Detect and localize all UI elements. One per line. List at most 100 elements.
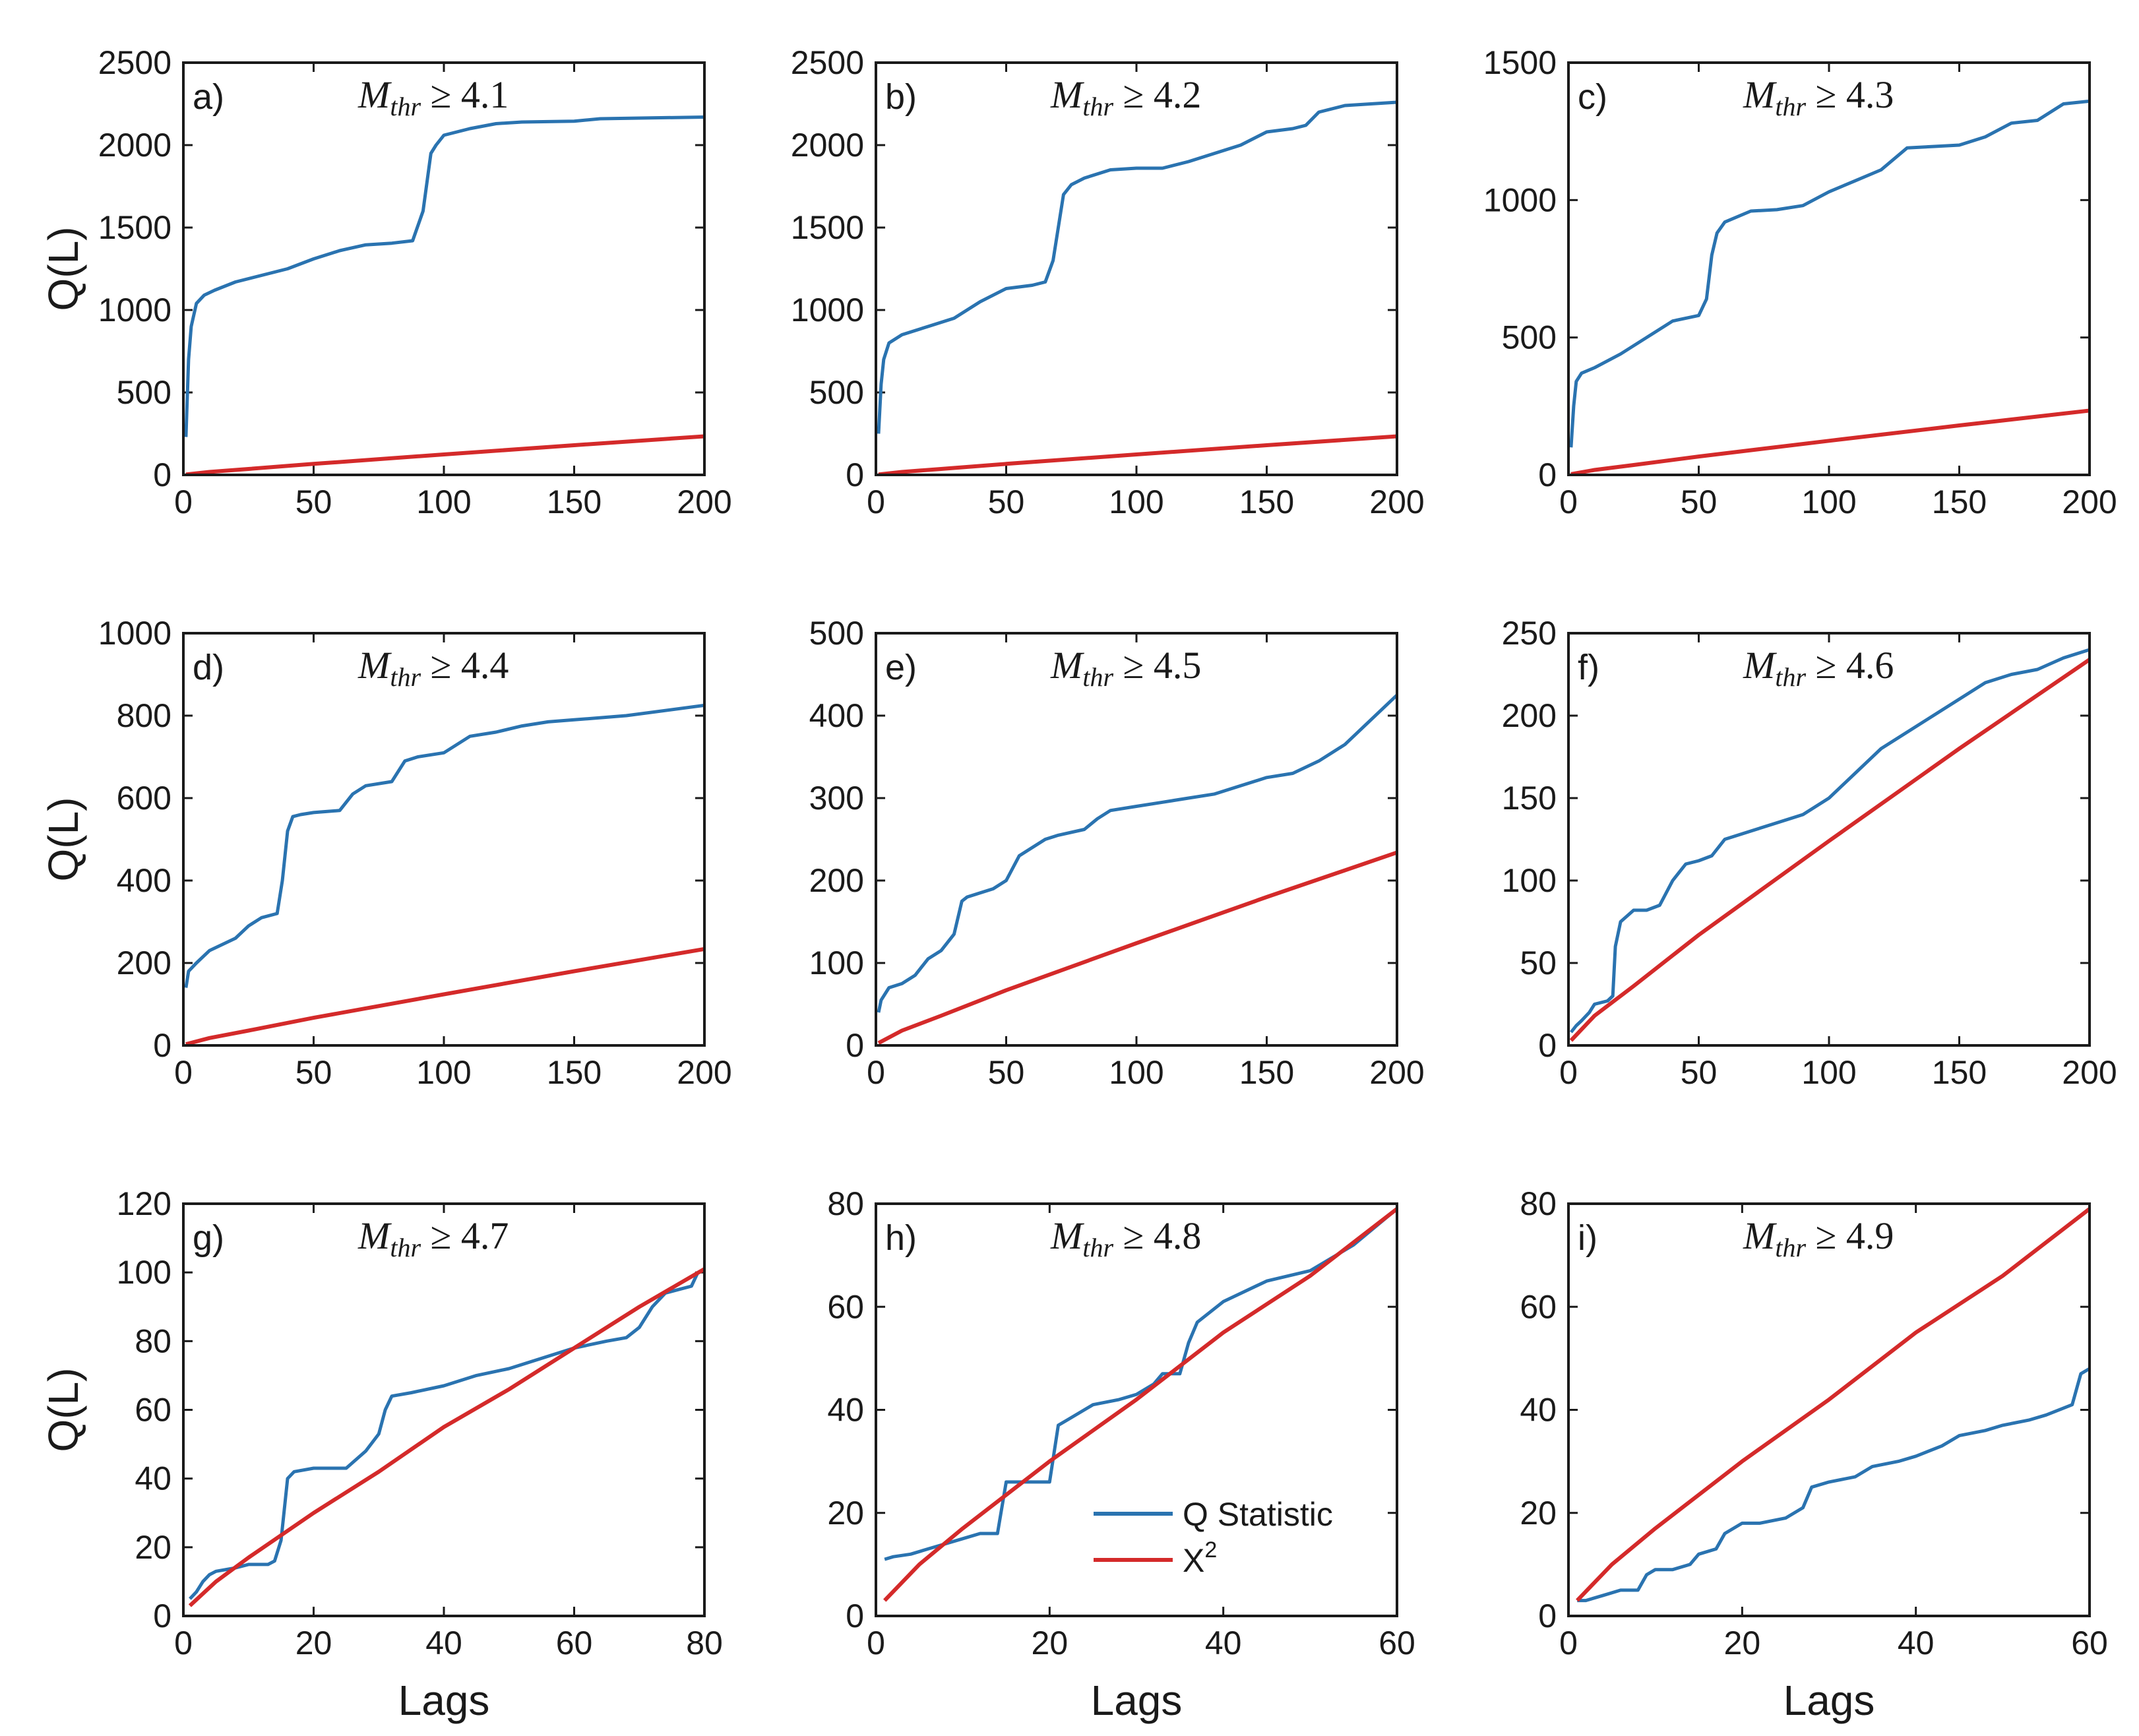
y-tick-label: 800 <box>117 697 171 734</box>
chi-square-line <box>877 850 1397 1045</box>
y-tick-label: 200 <box>809 862 864 899</box>
subplot-d: 0 50 100 150 200 0 200 400 600 800 1000 d) Mthr ≥ 4.… <box>40 615 732 1091</box>
x-tick-label: 40 <box>1205 1625 1242 1661</box>
x-tick-label: 50 <box>1681 483 1718 520</box>
y-tick-label: 200 <box>117 945 171 981</box>
threshold-annotation: Mthr ≥ 4.3 <box>1743 73 1894 121</box>
y-tick-label: 2000 <box>98 127 171 164</box>
x-tick-label: 20 <box>295 1625 332 1661</box>
y-tick-label: 1000 <box>98 615 171 652</box>
plot-frame <box>875 1202 1398 1617</box>
chi-square-line <box>878 434 1397 475</box>
panel-label: g) <box>193 1218 224 1258</box>
y-tick-label: 80 <box>1520 1185 1557 1222</box>
x-tick-label: 150 <box>1239 1054 1294 1091</box>
y-tick-label: 0 <box>1538 1027 1557 1064</box>
x-tick-label: 0 <box>174 483 193 520</box>
y-tick-label: 100 <box>1502 862 1557 899</box>
y-tick-label: 1000 <box>791 292 864 328</box>
y-tick-label: 500 <box>809 615 864 652</box>
y-tick-label: 500 <box>117 374 171 411</box>
y-tick-label: 400 <box>809 697 864 734</box>
y-tick-label: 80 <box>135 1322 171 1359</box>
panel-label: h) <box>885 1218 917 1258</box>
x-tick-label: 50 <box>1681 1054 1718 1091</box>
legend-chi-label: X2 <box>1183 1537 1217 1579</box>
y-tick-label: 1000 <box>1483 181 1557 218</box>
x-tick-label: 20 <box>1724 1625 1761 1661</box>
panel-label: c) <box>1578 77 1607 117</box>
subplot-g: 0 20 40 60 80 0 20 40 60 80 100 120 g) Mthr ≥ 4.7 Q(L)… <box>40 1185 723 1724</box>
y-tick-label: 80 <box>827 1185 864 1222</box>
y-tick-label: 1000 <box>98 292 171 328</box>
y-tick-label: 0 <box>846 456 864 493</box>
x-tick-label: 0 <box>174 1054 193 1091</box>
threshold-annotation: Mthr ≥ 4.2 <box>1050 73 1201 121</box>
chi-square-line <box>1569 658 2090 1042</box>
y-tick-label: 200 <box>1502 697 1557 734</box>
legend: Q Statistic X2 <box>1094 1496 1333 1579</box>
x-tick-label: 60 <box>556 1625 593 1661</box>
plot-frame <box>182 61 706 476</box>
q-statistic-line <box>884 1207 1397 1561</box>
plot-frame <box>182 632 706 1047</box>
plot-frame <box>1567 1202 2091 1617</box>
y-tick-label: 20 <box>827 1495 864 1532</box>
x-tick-label: 100 <box>1109 1054 1163 1091</box>
x-tick-label: 150 <box>547 483 602 520</box>
q-statistic-line <box>1569 99 2090 448</box>
y-axis-label: Q(L) <box>40 227 87 311</box>
x-tick-label: 0 <box>1559 1625 1578 1661</box>
x-tick-label: 100 <box>1801 483 1856 520</box>
chi-square-line <box>188 1267 704 1607</box>
y-tick-label: 150 <box>1502 780 1557 817</box>
chi-square-line <box>185 434 704 475</box>
panel-label: e) <box>885 648 917 687</box>
y-tick-label: 40 <box>135 1460 171 1497</box>
x-tick-label: 40 <box>1898 1625 1935 1661</box>
y-tick-label: 400 <box>117 862 171 899</box>
x-tick-label: 100 <box>416 1054 471 1091</box>
x-tick-label: 200 <box>1369 1054 1424 1091</box>
subplot-e: 0 50 100 150 200 0 100 200 300 400 500 e) Mthr ≥ 4.5 <box>809 615 1425 1091</box>
x-tick-label: 100 <box>416 483 471 520</box>
x-tick-label: 0 <box>867 483 885 520</box>
x-tick-label: 0 <box>1559 1054 1578 1091</box>
q-statistic-line <box>1569 648 2090 1034</box>
x-tick-label: 0 <box>867 1625 885 1661</box>
y-tick-label: 0 <box>153 456 171 493</box>
y-tick-label: 500 <box>1502 319 1557 356</box>
plot-frame <box>1567 61 2091 476</box>
chi-square-line <box>1576 1207 2090 1602</box>
y-tick-label: 2500 <box>98 44 171 81</box>
chi-square-line <box>185 946 704 1045</box>
threshold-annotation: Mthr ≥ 4.5 <box>1050 644 1201 692</box>
y-tick-label: 60 <box>1520 1288 1557 1325</box>
x-tick-label: 100 <box>1109 483 1163 520</box>
y-tick-label: 300 <box>809 780 864 817</box>
x-tick-label: 200 <box>677 1054 731 1091</box>
y-tick-label: 0 <box>1538 456 1557 493</box>
plot-frame <box>1567 632 2091 1047</box>
y-tick-label: 60 <box>827 1288 864 1325</box>
y-tick-label: 250 <box>1502 615 1557 652</box>
x-tick-label: 200 <box>2062 1054 2117 1091</box>
y-tick-label: 600 <box>117 780 171 817</box>
legend-q-label: Q Statistic <box>1183 1496 1333 1533</box>
x-tick-label: 0 <box>174 1625 193 1661</box>
q-statistic-line <box>1577 1367 2090 1603</box>
x-axis-label: Lags <box>398 1677 490 1724</box>
y-tick-label: 50 <box>1520 945 1557 981</box>
x-axis-label: Lags <box>1783 1677 1875 1724</box>
y-tick-label: 0 <box>153 1027 171 1064</box>
x-tick-label: 150 <box>1239 483 1294 520</box>
q-statistic-line <box>189 1267 704 1600</box>
plot-frame <box>875 61 1398 476</box>
x-axis-label: Lags <box>1091 1677 1183 1724</box>
subplot-h: 0 20 40 60 0 20 40 60 80 h) Mthr ≥ 4.8 Lags Q Statis… <box>827 1185 1415 1724</box>
y-axis-label: Q(L) <box>40 1368 87 1452</box>
x-tick-label: 150 <box>1932 483 1987 520</box>
